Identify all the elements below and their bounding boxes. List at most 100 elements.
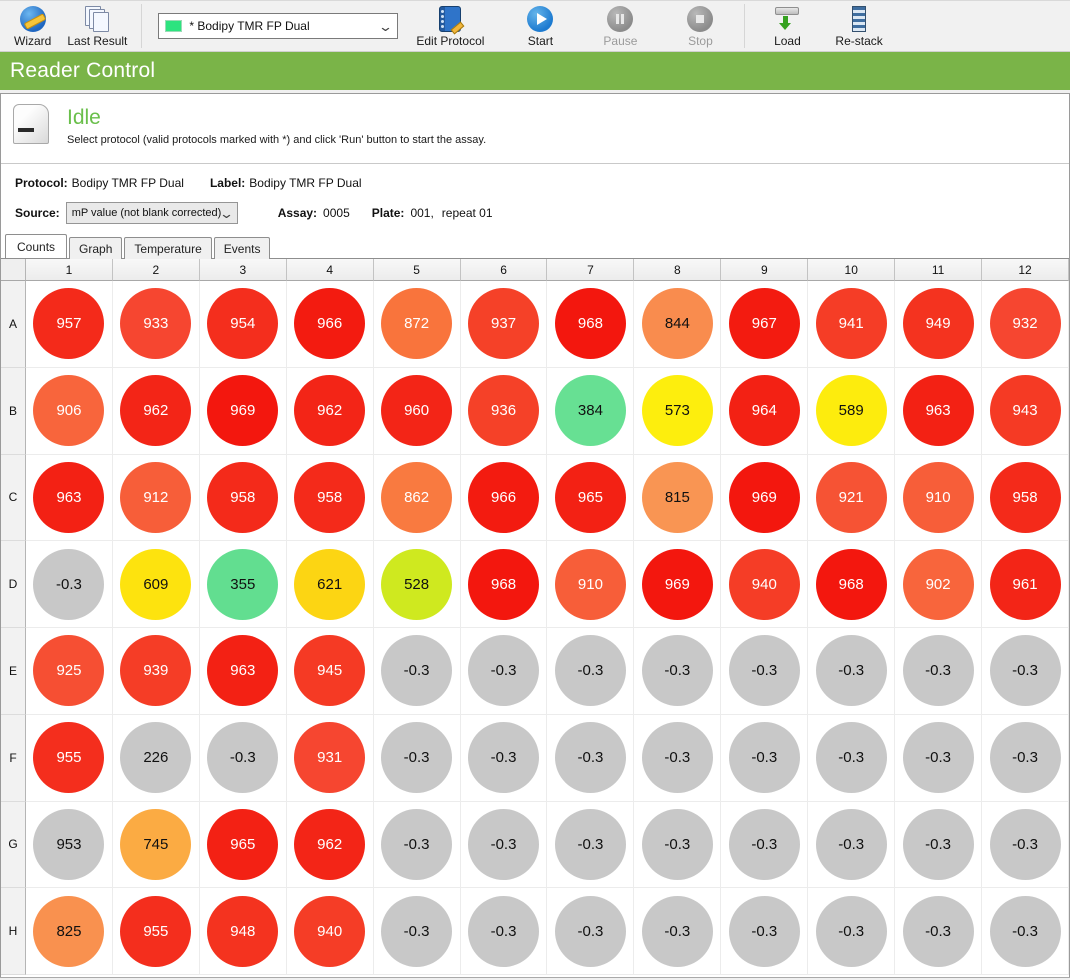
well-C2[interactable]: 912 bbox=[120, 461, 192, 533]
well-H6[interactable]: -0.3 bbox=[468, 895, 540, 967]
well-E7[interactable]: -0.3 bbox=[554, 635, 626, 707]
well-G8[interactable]: -0.3 bbox=[641, 808, 713, 880]
well-A2[interactable]: 933 bbox=[120, 288, 192, 360]
well-E4[interactable]: 945 bbox=[294, 635, 366, 707]
well-C12[interactable]: 958 bbox=[989, 461, 1061, 533]
well-B4[interactable]: 962 bbox=[294, 375, 366, 447]
well-F9[interactable]: -0.3 bbox=[728, 722, 800, 794]
well-B10[interactable]: 589 bbox=[815, 375, 887, 447]
edit-protocol-button[interactable]: Edit Protocol bbox=[408, 3, 492, 50]
well-C10[interactable]: 921 bbox=[815, 461, 887, 533]
well-F3[interactable]: -0.3 bbox=[207, 722, 279, 794]
well-G5[interactable]: -0.3 bbox=[381, 808, 453, 880]
well-F5[interactable]: -0.3 bbox=[381, 722, 453, 794]
well-C8[interactable]: 815 bbox=[641, 461, 713, 533]
well-C5[interactable]: 862 bbox=[381, 461, 453, 533]
well-H5[interactable]: -0.3 bbox=[381, 895, 453, 967]
well-B6[interactable]: 936 bbox=[468, 375, 540, 447]
well-C1[interactable]: 963 bbox=[33, 461, 105, 533]
well-G2[interactable]: 745 bbox=[120, 808, 192, 880]
protocol-select[interactable]: * Bodipy TMR FP Dual ⌄ bbox=[158, 13, 399, 39]
well-D6[interactable]: 968 bbox=[468, 548, 540, 620]
well-C6[interactable]: 966 bbox=[468, 461, 540, 533]
start-button[interactable]: Start bbox=[514, 3, 566, 50]
well-A6[interactable]: 937 bbox=[468, 288, 540, 360]
well-H8[interactable]: -0.3 bbox=[641, 895, 713, 967]
well-D12[interactable]: 961 bbox=[989, 548, 1061, 620]
well-E6[interactable]: -0.3 bbox=[468, 635, 540, 707]
well-G10[interactable]: -0.3 bbox=[815, 808, 887, 880]
well-C11[interactable]: 910 bbox=[902, 461, 974, 533]
well-H7[interactable]: -0.3 bbox=[554, 895, 626, 967]
well-C7[interactable]: 965 bbox=[554, 461, 626, 533]
tab-temperature[interactable]: Temperature bbox=[124, 237, 212, 259]
well-H4[interactable]: 940 bbox=[294, 895, 366, 967]
well-F8[interactable]: -0.3 bbox=[641, 722, 713, 794]
well-C4[interactable]: 958 bbox=[294, 461, 366, 533]
well-B1[interactable]: 906 bbox=[33, 375, 105, 447]
well-E5[interactable]: -0.3 bbox=[381, 635, 453, 707]
tab-graph[interactable]: Graph bbox=[69, 237, 123, 259]
well-D3[interactable]: 355 bbox=[207, 548, 279, 620]
well-E1[interactable]: 925 bbox=[33, 635, 105, 707]
well-F7[interactable]: -0.3 bbox=[554, 722, 626, 794]
well-D10[interactable]: 968 bbox=[815, 548, 887, 620]
well-B8[interactable]: 573 bbox=[641, 375, 713, 447]
well-D5[interactable]: 528 bbox=[381, 548, 453, 620]
well-F2[interactable]: 226 bbox=[120, 722, 192, 794]
well-D11[interactable]: 902 bbox=[902, 548, 974, 620]
well-G1[interactable]: 953 bbox=[33, 808, 105, 880]
well-H10[interactable]: -0.3 bbox=[815, 895, 887, 967]
well-D4[interactable]: 621 bbox=[294, 548, 366, 620]
tab-events[interactable]: Events bbox=[213, 237, 271, 259]
well-F10[interactable]: -0.3 bbox=[815, 722, 887, 794]
well-B2[interactable]: 962 bbox=[120, 375, 192, 447]
well-C3[interactable]: 958 bbox=[207, 461, 279, 533]
well-F12[interactable]: -0.3 bbox=[989, 722, 1061, 794]
well-G7[interactable]: -0.3 bbox=[554, 808, 626, 880]
well-F4[interactable]: 931 bbox=[294, 722, 366, 794]
well-D7[interactable]: 910 bbox=[554, 548, 626, 620]
well-H11[interactable]: -0.3 bbox=[902, 895, 974, 967]
well-A1[interactable]: 957 bbox=[33, 288, 105, 360]
well-H12[interactable]: -0.3 bbox=[989, 895, 1061, 967]
well-E11[interactable]: -0.3 bbox=[902, 635, 974, 707]
well-B9[interactable]: 964 bbox=[728, 375, 800, 447]
well-B5[interactable]: 960 bbox=[381, 375, 453, 447]
well-A3[interactable]: 954 bbox=[207, 288, 279, 360]
well-G9[interactable]: -0.3 bbox=[728, 808, 800, 880]
well-D2[interactable]: 609 bbox=[120, 548, 192, 620]
well-H1[interactable]: 825 bbox=[33, 895, 105, 967]
well-A11[interactable]: 949 bbox=[902, 288, 974, 360]
well-A4[interactable]: 966 bbox=[294, 288, 366, 360]
source-select[interactable]: mP value (not blank corrected) ⌄ bbox=[65, 202, 238, 224]
well-F11[interactable]: -0.3 bbox=[902, 722, 974, 794]
well-G12[interactable]: -0.3 bbox=[989, 808, 1061, 880]
well-A10[interactable]: 941 bbox=[815, 288, 887, 360]
tab-counts[interactable]: Counts bbox=[5, 234, 68, 258]
well-H9[interactable]: -0.3 bbox=[728, 895, 800, 967]
well-B11[interactable]: 963 bbox=[902, 375, 974, 447]
load-button[interactable]: Load bbox=[761, 3, 813, 50]
last-result-button[interactable]: Last Result bbox=[59, 3, 135, 50]
well-D9[interactable]: 940 bbox=[728, 548, 800, 620]
well-G3[interactable]: 965 bbox=[207, 808, 279, 880]
well-H2[interactable]: 955 bbox=[120, 895, 192, 967]
well-E8[interactable]: -0.3 bbox=[641, 635, 713, 707]
well-G4[interactable]: 962 bbox=[294, 808, 366, 880]
restack-button[interactable]: Re-stack bbox=[827, 3, 890, 50]
well-E12[interactable]: -0.3 bbox=[989, 635, 1061, 707]
well-B12[interactable]: 943 bbox=[989, 375, 1061, 447]
well-E10[interactable]: -0.3 bbox=[815, 635, 887, 707]
well-A12[interactable]: 932 bbox=[989, 288, 1061, 360]
well-E3[interactable]: 963 bbox=[207, 635, 279, 707]
well-B7[interactable]: 384 bbox=[554, 375, 626, 447]
well-G6[interactable]: -0.3 bbox=[468, 808, 540, 880]
well-B3[interactable]: 969 bbox=[207, 375, 279, 447]
well-D8[interactable]: 969 bbox=[641, 548, 713, 620]
well-E2[interactable]: 939 bbox=[120, 635, 192, 707]
wizard-button[interactable]: Wizard bbox=[6, 3, 59, 50]
well-F6[interactable]: -0.3 bbox=[468, 722, 540, 794]
well-A9[interactable]: 967 bbox=[728, 288, 800, 360]
well-A8[interactable]: 844 bbox=[641, 288, 713, 360]
